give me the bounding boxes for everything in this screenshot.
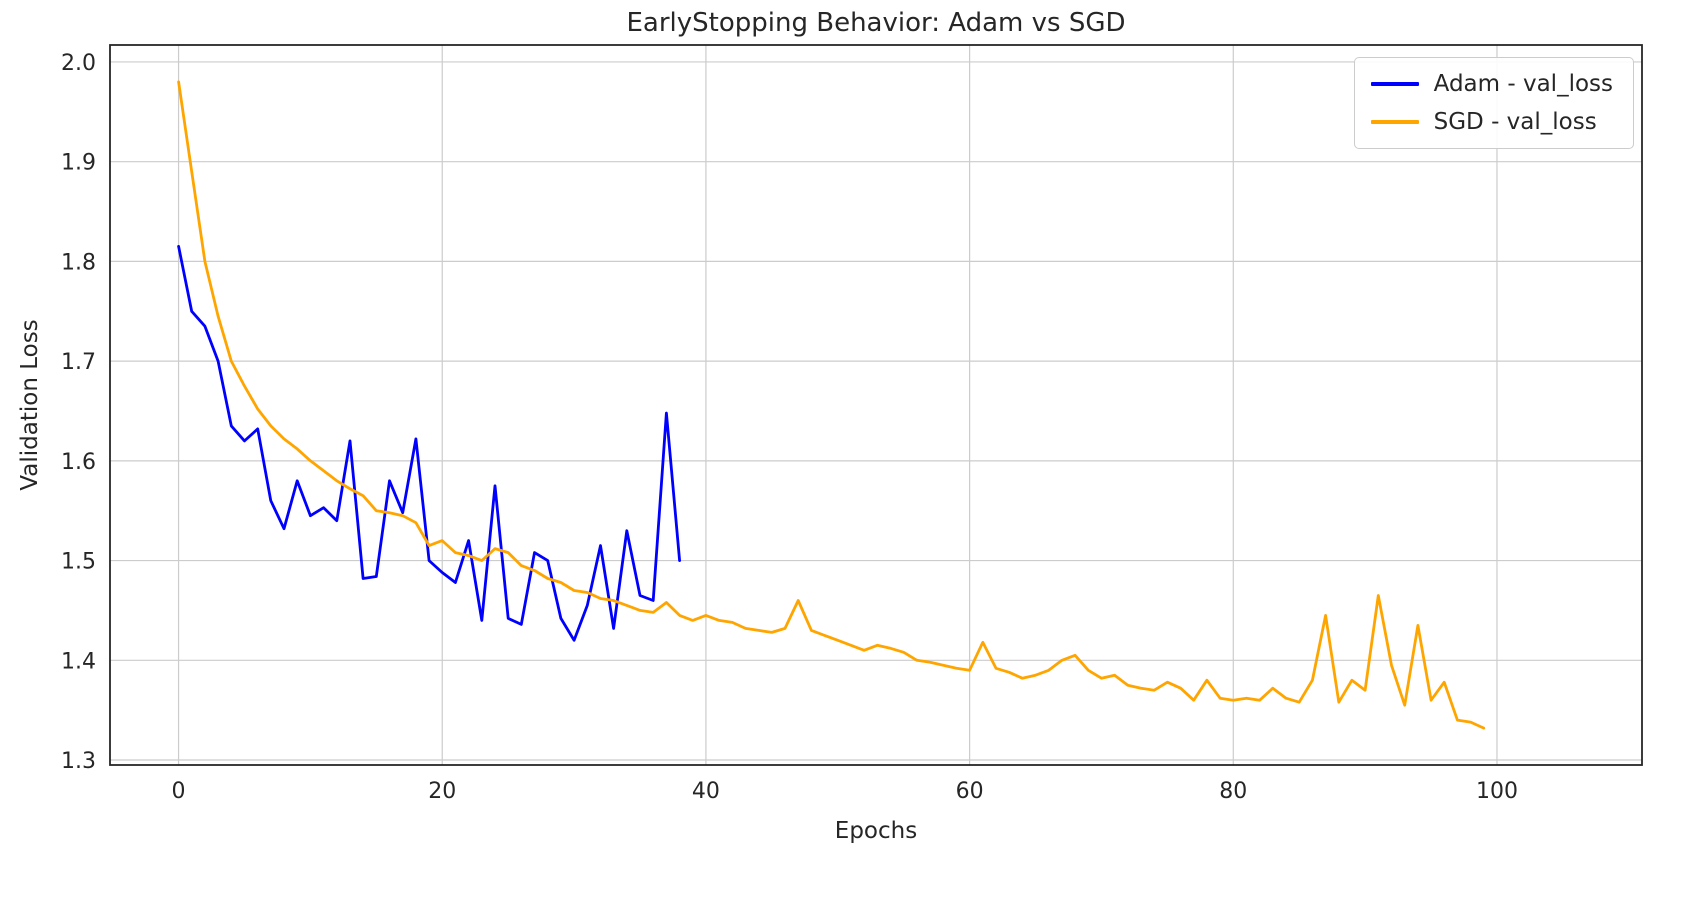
y-tick-label: 1.9 xyxy=(61,151,96,176)
chart-title: EarlyStopping Behavior: Adam vs SGD xyxy=(626,8,1126,38)
series-line-sgd xyxy=(177,80,1486,730)
x-tick-label: 80 xyxy=(1219,779,1247,804)
axes-spines xyxy=(109,44,1643,766)
legend-label-sgd: SGD - val_loss xyxy=(1433,109,1597,135)
y-axis-label: Validation Loss xyxy=(17,319,43,491)
y-tick-label: 1.8 xyxy=(61,250,96,275)
series-line-adam xyxy=(177,244,681,642)
legend-label-adam: Adam - val_loss xyxy=(1433,71,1613,97)
y-tick-label: 2.0 xyxy=(61,51,96,76)
legend-entry-sgd: SGD - val_loss xyxy=(1370,109,1613,135)
x-tick-label: 0 xyxy=(172,779,186,804)
legend-entry-adam: Adam - val_loss xyxy=(1370,71,1613,97)
y-tick-label: 1.5 xyxy=(61,550,96,575)
adam-line-swatch xyxy=(1370,82,1419,86)
y-tick-label: 1.3 xyxy=(61,749,96,774)
x-axis-label: Epochs xyxy=(834,818,918,844)
x-tick-label: 40 xyxy=(692,779,720,804)
x-tick-label: 100 xyxy=(1476,779,1518,804)
x-tick-label: 20 xyxy=(428,779,456,804)
y-tick-label: 1.7 xyxy=(61,350,96,375)
x-tick-label: 60 xyxy=(956,779,984,804)
y-tick-label: 1.4 xyxy=(61,649,96,674)
legend: Adam - val_loss SGD - val_loss xyxy=(1353,57,1634,149)
y-tick-label: 1.6 xyxy=(61,450,96,475)
sgd-line-swatch xyxy=(1370,120,1419,124)
